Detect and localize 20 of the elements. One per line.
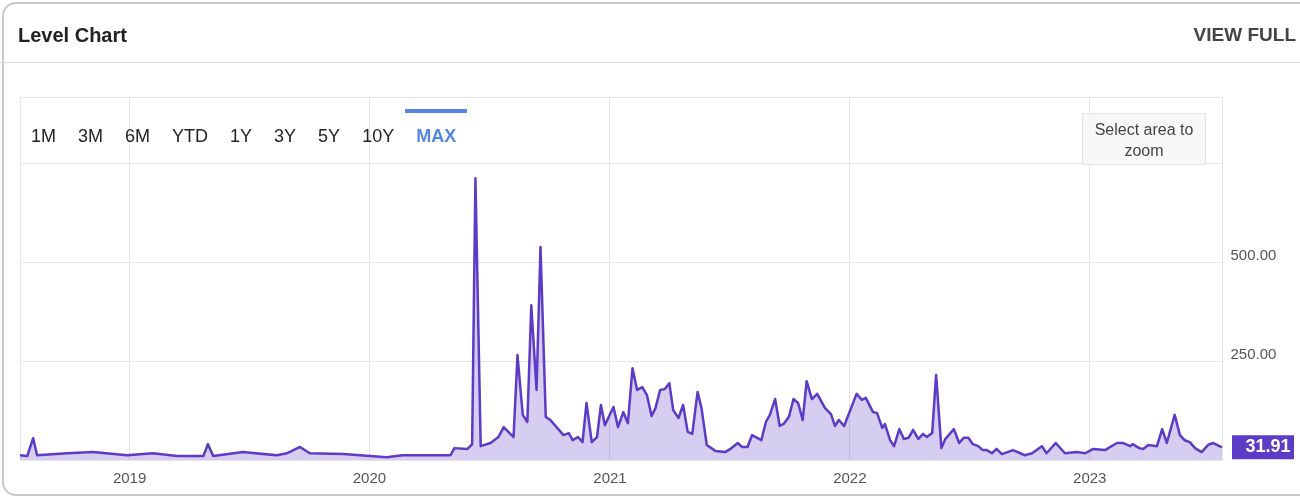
annotation: 3Y <box>273 125 298 148</box>
annotation: 1Y <box>229 125 254 148</box>
x-tick-label: 2023 <box>1073 468 1107 486</box>
x-tick-label: 2022 <box>833 468 867 486</box>
annotation: 31.91 <box>1245 436 1291 457</box>
x-tick-label: 2019 <box>112 468 147 486</box>
x-tick-label: 2021 <box>593 468 627 486</box>
y-tick-label: 250.00 <box>1230 344 1277 362</box>
text: VIEW FULL <box>1193 24 1296 46</box>
annotation: 1M <box>30 125 57 148</box>
annotation: 3M <box>77 125 105 148</box>
x-tick-label: 2020 <box>352 468 387 486</box>
annotation: 6M <box>124 125 152 148</box>
annotation: YTD <box>171 125 210 148</box>
y-tick-label: 500.00 <box>1230 245 1277 263</box>
annotation: Select area to zoom <box>1082 113 1206 165</box>
annotation: 5Y <box>317 125 342 148</box>
annotation: 10Y <box>361 125 396 148</box>
chart-title: Level Chart <box>18 24 127 47</box>
annotation: MAX <box>405 110 468 150</box>
